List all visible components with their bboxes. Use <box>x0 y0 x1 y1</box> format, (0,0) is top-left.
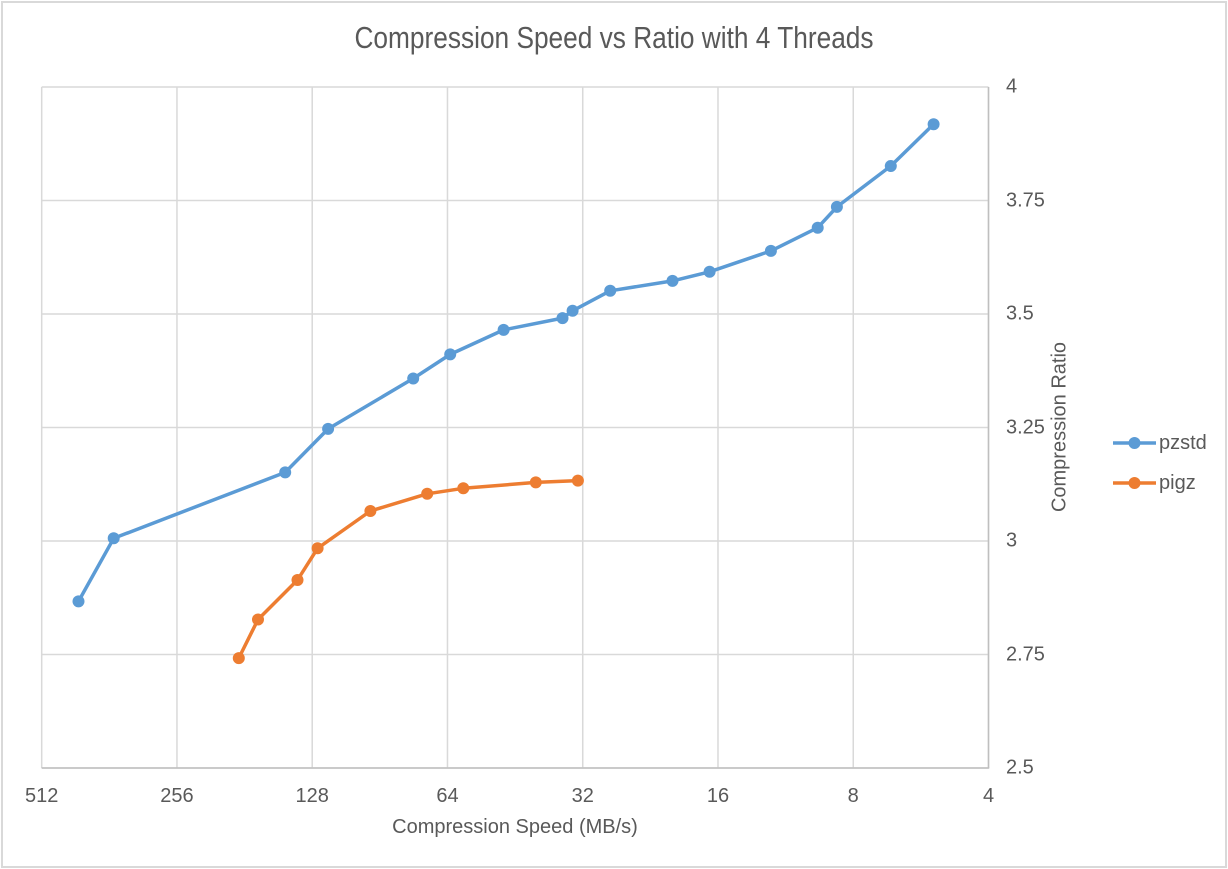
pigz-point-3 <box>311 542 324 555</box>
pzstd-point-15 <box>884 160 897 172</box>
legend-label-pzstd: pzstd <box>1159 431 1207 454</box>
pzstd-point-3 <box>322 422 335 435</box>
x-tick-label-8: 8 <box>847 785 859 807</box>
pzstd-point-5 <box>444 348 457 361</box>
pzstd-point-14 <box>830 200 843 213</box>
legend-item-pzstd: pzstd <box>1113 423 1207 463</box>
pigz-legend-marker-icon <box>1113 477 1156 489</box>
pzstd-point-6 <box>497 323 510 336</box>
pzstd-point-1 <box>107 532 120 545</box>
x-axis-title: Compression Speed (MB/s) <box>392 816 638 838</box>
y-tick-label-2.5: 2.5 <box>1006 756 1034 779</box>
x-tick-label-64: 64 <box>436 785 459 807</box>
pigz-point-4 <box>364 505 377 517</box>
legend-label-pigz: pigz <box>1159 471 1196 494</box>
pzstd-point-8 <box>566 304 579 317</box>
x-tick-label-128: 128 <box>295 785 329 807</box>
y-tick-label-4: 4 <box>1006 75 1018 98</box>
pzstd-line <box>76 122 936 604</box>
pzstd-point-2 <box>279 466 292 479</box>
y-axis-title-text: Compression Ratio <box>1048 341 1071 513</box>
pzstd-point-11 <box>703 265 716 278</box>
pzstd-point-13 <box>811 221 824 234</box>
pigz-point-2 <box>291 574 304 586</box>
y-tick-label-3.75: 3.75 <box>1006 189 1045 211</box>
x-tick-label-256: 256 <box>160 785 194 807</box>
y-tick-label-2.75: 2.75 <box>1006 643 1045 665</box>
pigz-point-5 <box>421 487 434 500</box>
y-tick-label-3.5: 3.5 <box>1006 302 1034 325</box>
pigz-point-0 <box>232 652 245 665</box>
y-tick-label-3: 3 <box>1006 529 1018 552</box>
pigz-point-8 <box>571 474 584 487</box>
x-tick-label-32: 32 <box>571 785 594 807</box>
y-tick-label-3.25: 3.25 <box>1006 416 1045 438</box>
x-tick-label-512: 512 <box>25 785 59 807</box>
x-tick-label-4: 4 <box>982 785 995 807</box>
pzstd-point-0 <box>72 595 85 608</box>
pigz-line <box>237 478 580 660</box>
pzstd-point-4 <box>407 372 420 385</box>
x-tick-label-16: 16 <box>706 785 730 807</box>
pigz-point-6 <box>457 482 470 495</box>
pigz-point-1 <box>252 613 264 626</box>
legend: pzstd pigz <box>1113 423 1207 503</box>
pzstd-legend-marker-icon <box>1113 437 1156 449</box>
pigz-point-7 <box>529 476 542 489</box>
pzstd-point-7 <box>556 312 569 325</box>
chart-title: Compression Speed vs Ratio with 4 Thread… <box>354 20 874 55</box>
pzstd-point-10 <box>666 274 679 287</box>
pzstd-point-9 <box>604 284 617 297</box>
pzstd-point-12 <box>764 244 777 257</box>
legend-item-pigz: pigz <box>1113 463 1207 503</box>
pzstd-point-16 <box>927 118 940 131</box>
